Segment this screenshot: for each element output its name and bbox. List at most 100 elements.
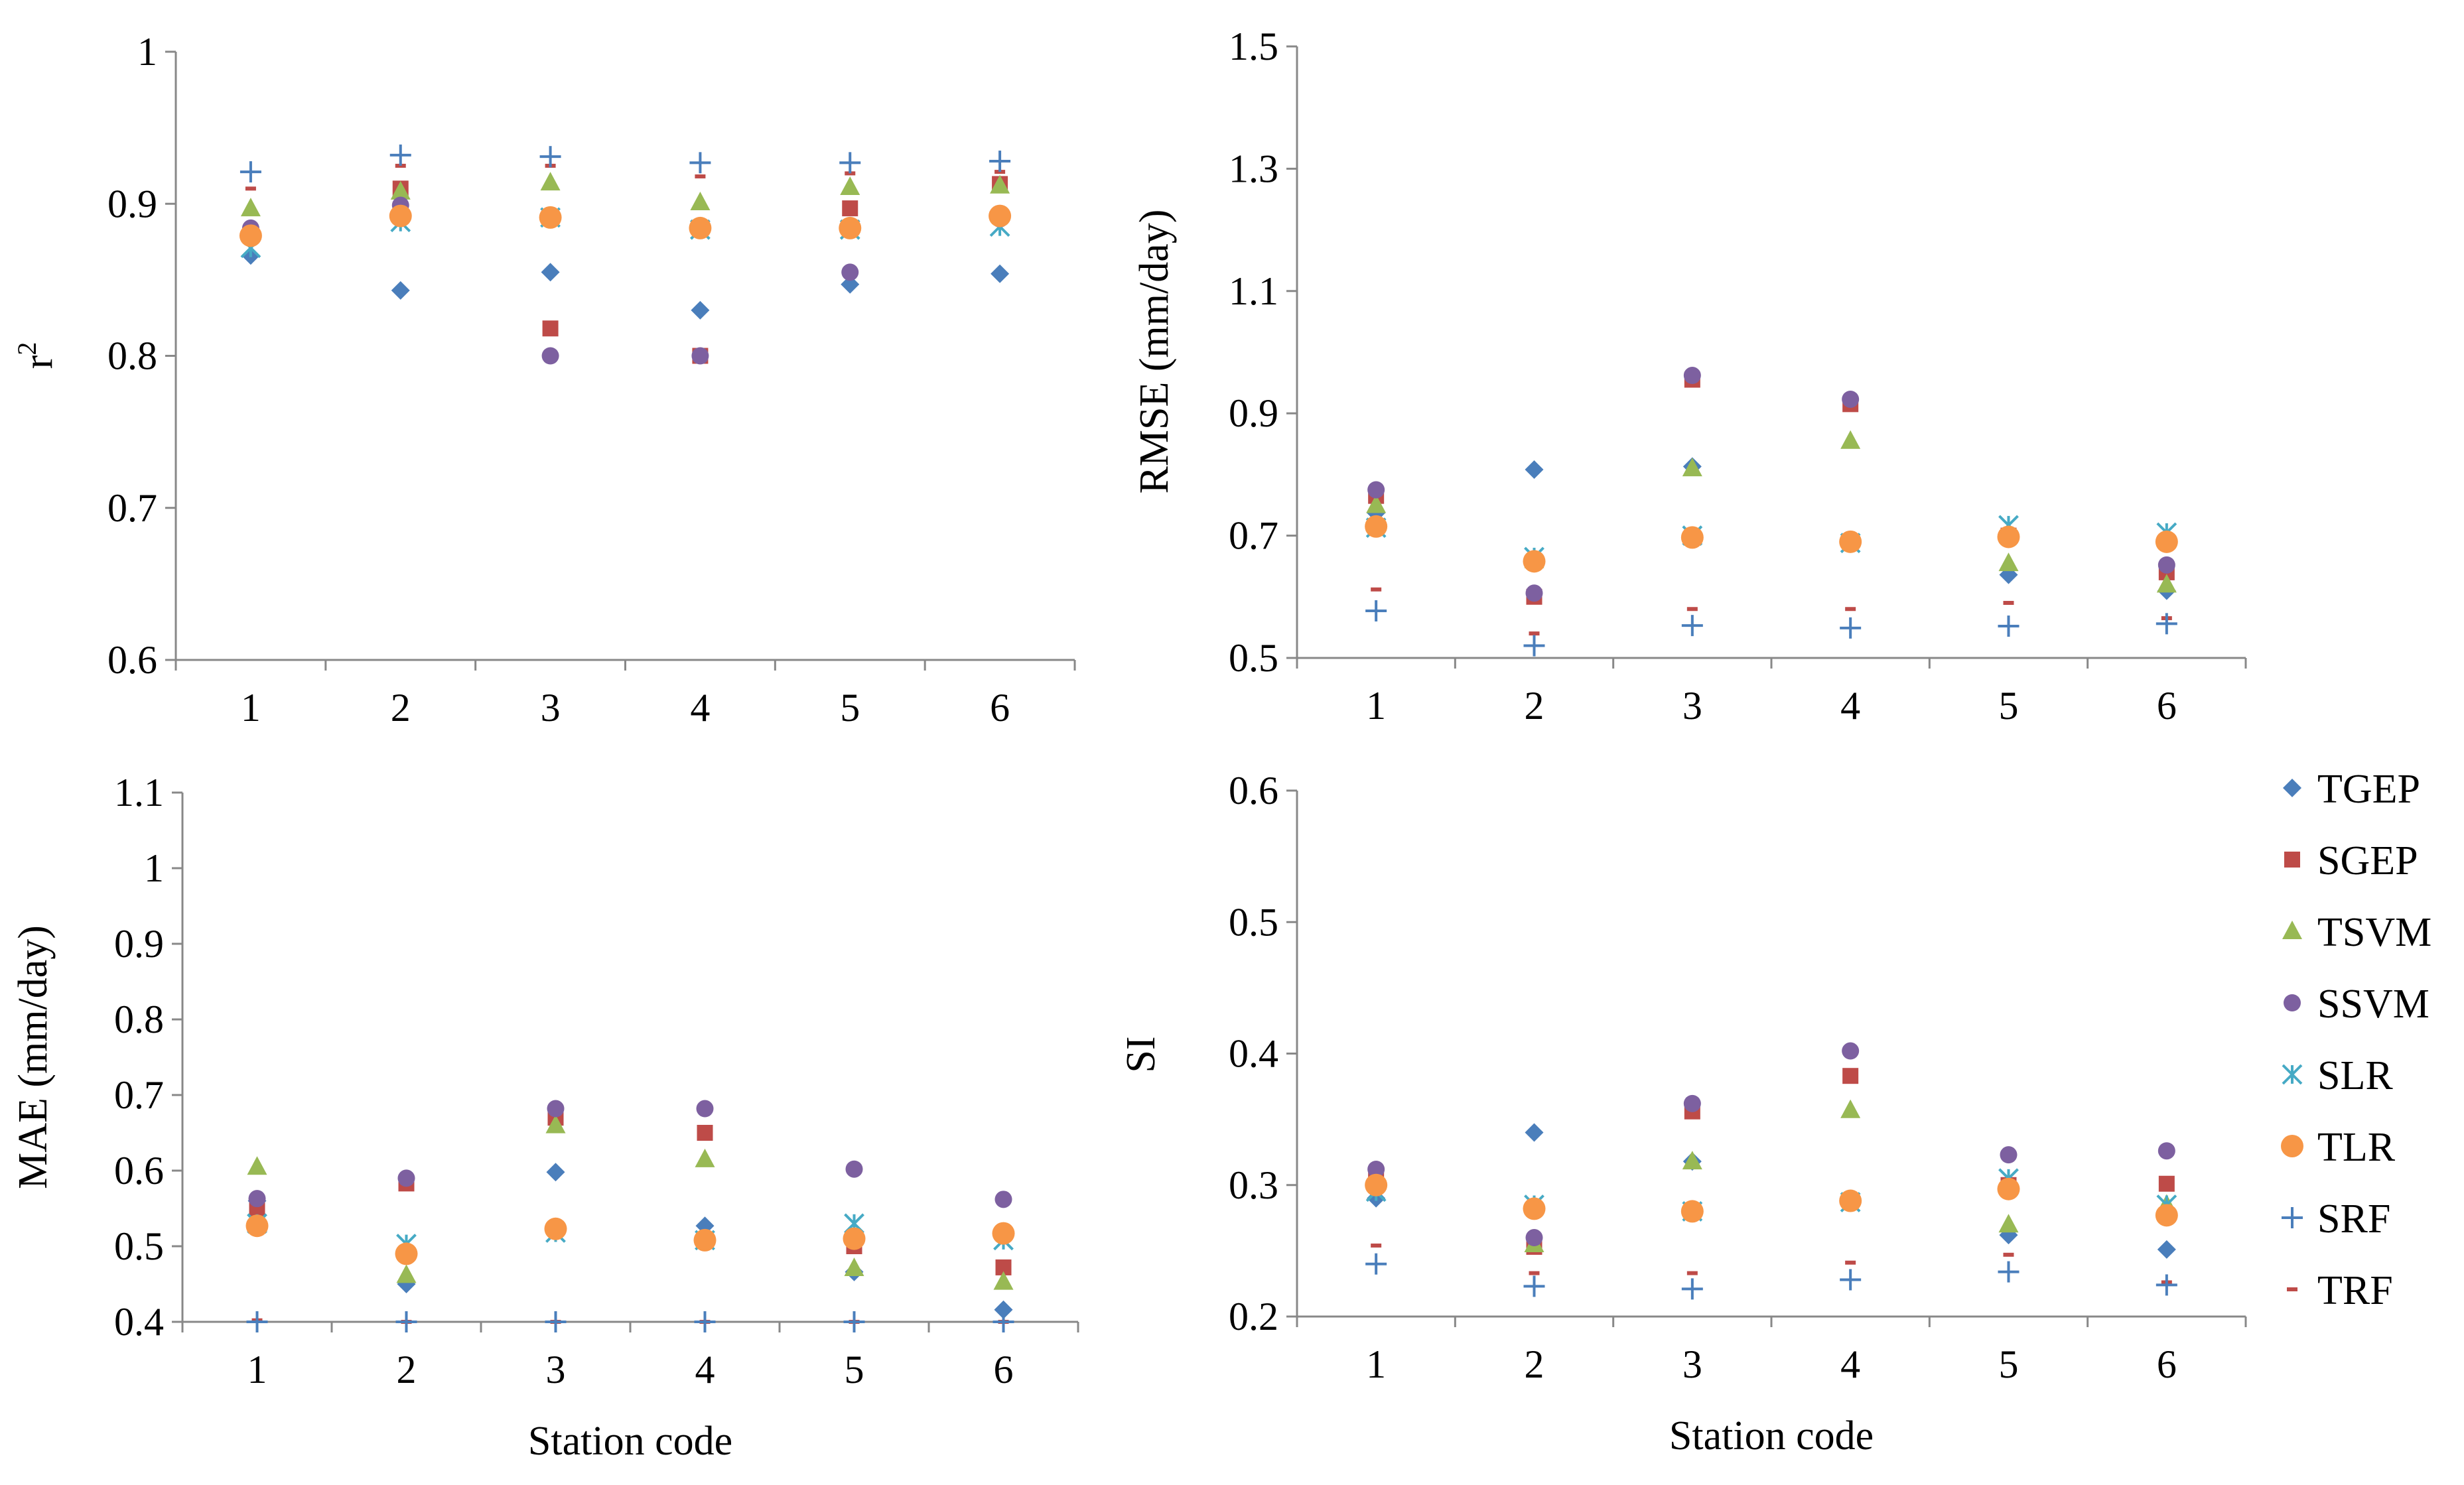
series-srf xyxy=(1365,600,2177,657)
series-sgep xyxy=(1368,371,2175,605)
y-axis-label-superscript: 2 xyxy=(12,342,42,355)
x-tick-label: 4 xyxy=(1840,1342,1860,1386)
x-tick-label: 6 xyxy=(2157,1342,2177,1386)
y-tick-label: 0.3 xyxy=(1229,1163,1278,1207)
series-tsvm xyxy=(1366,430,2177,593)
data-point-trf xyxy=(1371,587,1382,592)
data-point-tgep xyxy=(1525,460,1544,480)
x-tick-label: 1 xyxy=(1366,684,1386,728)
series-tlr xyxy=(239,204,1012,247)
series-tgep xyxy=(1367,457,2176,600)
x-tick-label: 6 xyxy=(990,686,1010,730)
data-point-ssvm xyxy=(1842,390,1860,408)
data-point-srf xyxy=(839,152,861,174)
y-tick-label: 0.7 xyxy=(114,1073,164,1117)
data-point-ssvm xyxy=(845,1160,863,1178)
data-point-trf xyxy=(245,186,256,191)
data-point-tsvm xyxy=(1682,458,1702,477)
data-point-ssvm xyxy=(547,1100,565,1118)
legend-marker-tgep xyxy=(2283,779,2301,797)
series-srf xyxy=(240,144,1011,183)
data-point-srf xyxy=(843,1311,865,1332)
data-point-tlr xyxy=(1523,550,1546,573)
y-tick-label: 0.9 xyxy=(1229,391,1278,435)
y-axis-label: r2 xyxy=(12,342,61,369)
series-slr xyxy=(240,207,1010,259)
data-point-tsvm xyxy=(1998,1214,2019,1233)
y-tick-label: 1 xyxy=(144,846,164,890)
data-point-srf xyxy=(1840,617,1862,639)
legend-entry-ssvm: SSVM xyxy=(2284,982,2430,1027)
series-slr xyxy=(247,1213,1014,1254)
data-point-trf xyxy=(2003,1252,2014,1257)
data-point-trf xyxy=(1371,1243,1382,1248)
series-srf xyxy=(1365,1253,2177,1300)
x-tick-label: 1 xyxy=(247,1348,267,1391)
y-axis-label: MAE (mm/day) xyxy=(11,925,56,1189)
data-point-ssvm xyxy=(994,1191,1012,1208)
y-tick-label: 0.5 xyxy=(1229,900,1278,944)
x-tick-label: 4 xyxy=(690,686,710,730)
data-point-tlr xyxy=(544,1217,567,1240)
data-point-tlr xyxy=(1680,1200,1704,1223)
data-point-tsvm xyxy=(1998,552,2019,572)
series-srf xyxy=(246,1311,1014,1332)
x-tick-label: 2 xyxy=(1525,684,1544,728)
data-point-tlr xyxy=(2155,1204,2178,1227)
y-tick-label: 0.6 xyxy=(114,1149,164,1193)
data-point-tsvm xyxy=(247,1156,267,1175)
chart-panel-2: 0.5 0.7 0.9 1.1 1.3 1.5 1 2 3 4 5 6 RMSE (mm/day) xyxy=(1132,25,2247,728)
data-point-tsvm xyxy=(695,1148,715,1167)
data-point-srf xyxy=(2156,613,2177,635)
data-point-ssvm xyxy=(1683,367,1701,385)
data-point-srf xyxy=(1840,1269,1862,1291)
y-tick-label: 0.4 xyxy=(1229,1032,1278,1076)
x-tick-label: 2 xyxy=(1525,1342,1544,1386)
data-point-srf xyxy=(1523,635,1545,657)
x-tick-label: 1 xyxy=(1366,1342,1386,1386)
data-point-tsvm xyxy=(993,1271,1014,1290)
data-point-tlr xyxy=(2155,530,2178,553)
data-point-trf xyxy=(695,174,706,178)
data-point-tsvm xyxy=(690,191,711,210)
data-point-tlr xyxy=(989,204,1012,227)
legend-entry-tlr: TLR xyxy=(2281,1125,2396,1170)
y-tick-label: 0.2 xyxy=(1229,1295,1278,1338)
data-point-srf xyxy=(1998,615,2019,637)
legend-entry-trf: TRF xyxy=(2287,1268,2393,1313)
data-point-srf xyxy=(1681,615,1703,637)
legend-entry-srf: SRF xyxy=(2282,1196,2390,1242)
data-point-tsvm xyxy=(2156,574,2177,593)
legend-marker-sgep xyxy=(2284,852,2300,868)
data-point-sgep xyxy=(542,320,559,337)
x-tick-label: 2 xyxy=(391,686,411,730)
x-tick-label: 2 xyxy=(397,1348,417,1391)
y-axis-label-text: SI xyxy=(1119,1036,1164,1072)
x-tick-label: 3 xyxy=(541,686,561,730)
series-tgep xyxy=(247,1163,1013,1319)
y-tick-label: 0.4 xyxy=(114,1300,164,1344)
series-sgep xyxy=(249,1110,1012,1275)
data-point-trf xyxy=(1686,1271,1698,1275)
data-point-tgep xyxy=(1525,1123,1544,1142)
data-point-ssvm xyxy=(397,1169,415,1187)
series-tlr xyxy=(1365,515,2178,573)
data-point-srf xyxy=(1523,1275,1545,1297)
x-tick-label: 5 xyxy=(1999,1342,2019,1386)
data-point-tgep xyxy=(991,264,1010,283)
series-tgep xyxy=(241,246,1010,320)
data-point-ssvm xyxy=(248,1190,266,1208)
series-ssvm xyxy=(241,196,1009,365)
data-point-tgep xyxy=(2157,1240,2176,1259)
series-ssvm xyxy=(248,1100,1012,1208)
data-point-ssvm xyxy=(841,263,859,281)
data-point-tsvm xyxy=(1366,494,1387,513)
data-point-tsvm xyxy=(240,198,261,217)
x-tick-label: 5 xyxy=(1999,684,2019,728)
data-point-ssvm xyxy=(1683,1094,1701,1112)
data-point-tsvm xyxy=(1682,1151,1702,1170)
series-tlr xyxy=(1365,1173,2178,1227)
data-point-srf xyxy=(389,144,411,166)
x-tick-label: 4 xyxy=(1840,684,1860,728)
